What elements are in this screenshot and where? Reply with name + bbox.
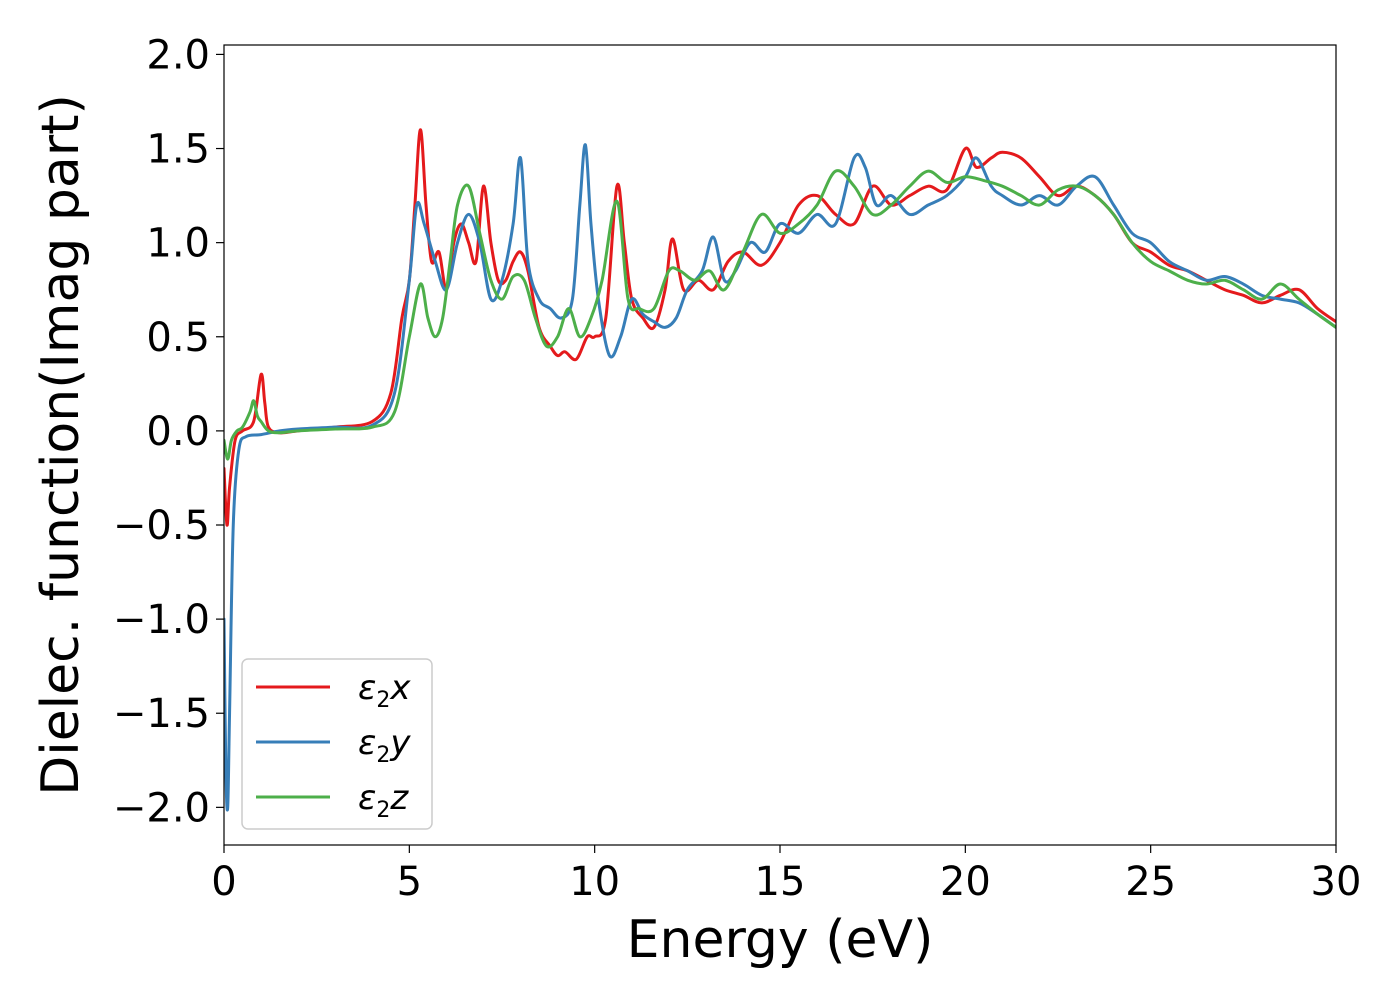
- x-tick-label: 10: [569, 859, 620, 905]
- x-axis: 0 5 10 15 20 25 30: [211, 845, 1361, 905]
- x-tick-label: 0: [211, 859, 236, 905]
- y-tick-label: −1.0: [113, 597, 210, 643]
- legend-label-y: ε2y: [358, 723, 411, 768]
- series-layer: [224, 128, 1336, 812]
- x-tick-label: 30: [1311, 859, 1362, 905]
- legend: ε2x ε2y ε2z: [241, 658, 433, 830]
- y-tick-label: 1.5: [146, 127, 210, 173]
- x-tick-label: 15: [755, 859, 806, 905]
- legend-label-z: ε2z: [358, 778, 409, 823]
- y-tick-label: −0.5: [113, 503, 210, 549]
- y-tick-label: −2.0: [113, 785, 210, 831]
- x-tick-label: 20: [940, 859, 991, 905]
- y-tick-label: −1.5: [113, 691, 210, 737]
- y-tick-label: 1.0: [146, 221, 210, 267]
- y-tick-label: 2.0: [146, 32, 210, 78]
- series-line-x: [224, 128, 1336, 527]
- series-line-z: [224, 169, 1336, 461]
- y-tick-label: 0.0: [146, 409, 210, 455]
- x-axis-label: Energy (eV): [627, 910, 934, 970]
- x-tick-label: 5: [397, 859, 422, 905]
- y-axis-label: Dielec. function(Imag part): [31, 94, 91, 796]
- y-tick-label: 0.5: [146, 315, 210, 361]
- y-axis: −2.0 −1.5 −1.0 −0.5 0.0 0.5 1.0 1.5 2.0: [113, 32, 224, 831]
- legend-label-x: ε2x: [358, 668, 411, 713]
- x-tick-label: 25: [1125, 859, 1176, 905]
- series-line-y: [224, 143, 1336, 812]
- legend-box: [241, 658, 433, 830]
